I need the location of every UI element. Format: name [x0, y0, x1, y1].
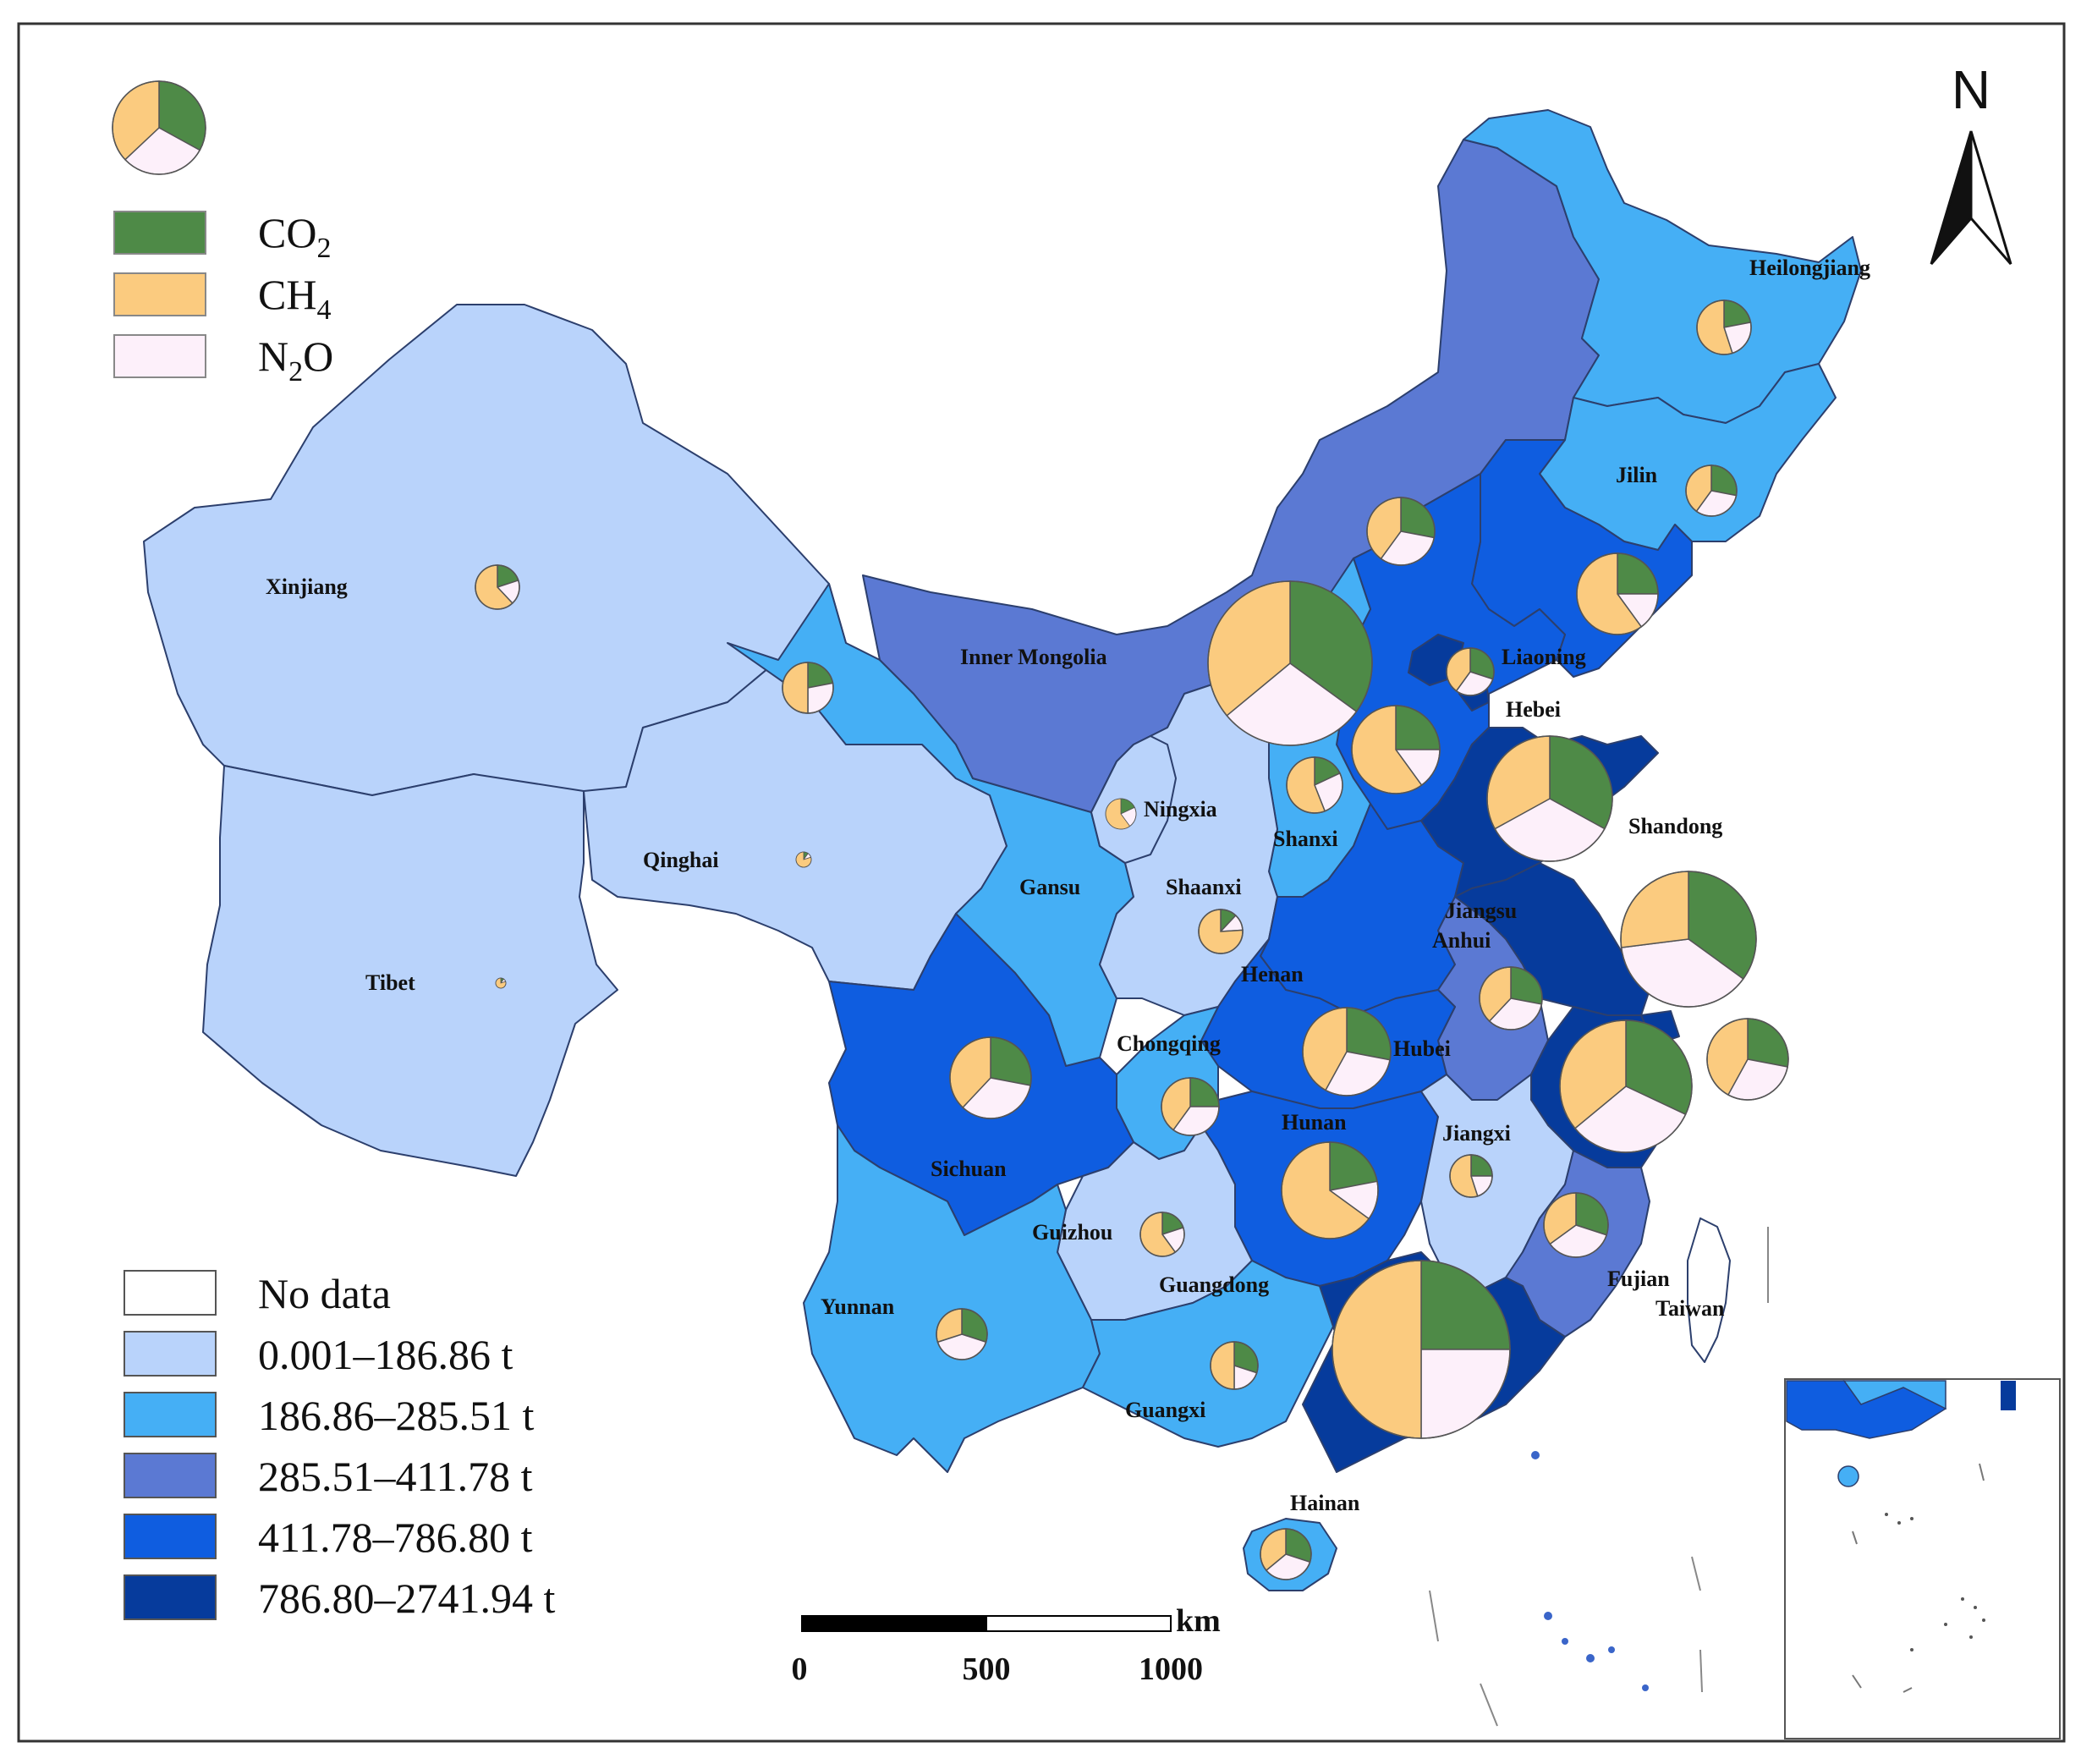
pie-yunnan: [936, 1308, 988, 1360]
class-swatch-0: [124, 1270, 217, 1316]
legend-pie-icon: [112, 80, 206, 175]
islands-decoration: [1531, 1451, 1649, 1691]
scale-tick-1000: 1000: [1139, 1651, 1203, 1687]
scale-bar: km 0 500 1000: [792, 1603, 1221, 1687]
label-ningxia: Ningxia: [1144, 797, 1217, 822]
legend-swatch-co2: [113, 211, 206, 255]
label-taiwan: Taiwan: [1655, 1296, 1725, 1321]
province-guangxi: [1082, 1260, 1337, 1448]
pie-xinjiang: [475, 564, 520, 610]
class-legend: No data 0.001–186.86 t 186.86–285.51 t 285.…: [124, 1270, 556, 1622]
label-jiangsu: Jiangsu: [1445, 898, 1517, 923]
label-xinjiang: Xinjiang: [266, 574, 348, 599]
pie-zhejiang: [1559, 1019, 1693, 1153]
pie-liaoning: [1576, 552, 1659, 635]
pie-sichuan: [949, 1036, 1032, 1119]
label-guizhou: Guizhou: [1032, 1220, 1112, 1245]
label-henan: Henan: [1241, 962, 1304, 986]
pie-guangxi: [1210, 1341, 1259, 1390]
pie-ningxia: [1105, 798, 1137, 830]
label-chongqing: Chongqing: [1117, 1031, 1221, 1056]
label-gansu: Gansu: [1019, 875, 1080, 899]
pie-anhui: [1479, 966, 1543, 1030]
label-hainan: Hainan: [1290, 1491, 1360, 1515]
south-china-sea-inset: [1784, 1378, 2061, 1739]
pie-chart-layer: [475, 299, 1789, 1580]
legend-swatch-n2o: [113, 334, 206, 378]
label-sichuan: Sichuan: [931, 1157, 1007, 1181]
class-swatch-5: [124, 1574, 217, 1620]
label-shaanxi: Shaanxi: [1166, 875, 1242, 899]
pie-hebei: [1207, 580, 1373, 746]
label-liaoning: Liaoning: [1502, 645, 1586, 669]
class-swatch-3: [124, 1453, 217, 1498]
pie-gansu: [782, 662, 834, 714]
label-hebei: Hebei: [1506, 697, 1561, 722]
pie-legend: CO2 CH4 N2O: [112, 80, 333, 387]
province-tibet: [202, 765, 618, 1177]
class-swatch-1: [124, 1331, 217, 1377]
scale-tick-500: 500: [963, 1651, 1011, 1687]
pie-jiangxi: [1449, 1154, 1493, 1198]
class-label-4: 411.78–786.80 t: [258, 1514, 533, 1561]
pie-jilin: [1685, 464, 1738, 517]
pie-qinghai: [795, 851, 812, 868]
label-anhui: Anhui: [1432, 928, 1491, 953]
class-label-5: 786.80–2741.94 t: [258, 1574, 556, 1622]
label-inner-mongolia: Inner Mongolia: [960, 645, 1107, 669]
pie-henan: [1351, 705, 1441, 794]
legend-label-co2: CO2: [258, 209, 331, 264]
pie-fujian: [1543, 1192, 1609, 1258]
label-fujian: Fujian: [1607, 1267, 1670, 1291]
class-swatch-2: [124, 1392, 217, 1437]
scale-unit: km: [1176, 1603, 1221, 1639]
pie-shandong: [1486, 735, 1613, 862]
province-ningxia: [1090, 735, 1177, 864]
class-label-1: 0.001–186.86 t: [258, 1331, 513, 1378]
pie-hainan: [1260, 1528, 1312, 1580]
legend-label-ch4: CH4: [258, 271, 331, 326]
legend-swatch-ch4: [113, 272, 206, 316]
pie-beijing: [1446, 647, 1495, 696]
legend-label-n2o: N2O: [258, 332, 333, 387]
label-shanxi: Shanxi: [1273, 827, 1338, 851]
north-label: N: [1952, 59, 1990, 120]
pie-heilongjiang: [1696, 299, 1752, 355]
north-arrow-icon: N: [1930, 59, 2012, 265]
pie-jiangsu: [1620, 871, 1757, 1008]
label-shandong: Shandong: [1628, 814, 1722, 838]
pie-chongqing: [1161, 1077, 1220, 1136]
pie-guangdong: [1332, 1260, 1511, 1439]
pie-shanghai: [1706, 1018, 1789, 1101]
pie-guizhou: [1139, 1212, 1185, 1257]
legend-pie: [112, 80, 206, 175]
label-hunan: Hunan: [1282, 1110, 1347, 1135]
class-label-3: 285.51–411.78 t: [258, 1453, 533, 1500]
nine-dash-marks: [1429, 1227, 1769, 1727]
label-tibet: Tibet: [365, 970, 415, 995]
pie-hunan: [1281, 1141, 1379, 1239]
class-label-2: 186.86–285.51 t: [258, 1392, 535, 1439]
label-jilin: Jilin: [1616, 463, 1658, 487]
pie-shanxi: [1286, 756, 1343, 814]
pie-hubei: [1302, 1007, 1392, 1096]
label-heilongjiang: Heilongjiang: [1749, 256, 1870, 280]
pie-tibet: [495, 977, 507, 989]
province-label-layer: Xinjiang Tibet Qinghai Gansu Ningxia Sha…: [266, 256, 1870, 1515]
label-yunnan: Yunnan: [821, 1294, 895, 1319]
gas-legend-list: CO2 CH4 N2O: [113, 209, 333, 387]
class-swatch-4: [124, 1514, 217, 1559]
province-taiwan: [1687, 1217, 1731, 1363]
label-qinghai: Qinghai: [643, 848, 719, 872]
pie-inner-mongolia: [1366, 497, 1436, 566]
label-hubei: Hubei: [1393, 1036, 1451, 1061]
pie-shaanxi: [1198, 909, 1244, 954]
class-label-0: No data: [258, 1270, 391, 1317]
scale-tick-0: 0: [792, 1651, 808, 1687]
label-guangxi: Guangxi: [1125, 1398, 1205, 1422]
label-jiangxi: Jiangxi: [1442, 1121, 1511, 1146]
label-guangdong: Guangdong: [1159, 1272, 1269, 1297]
